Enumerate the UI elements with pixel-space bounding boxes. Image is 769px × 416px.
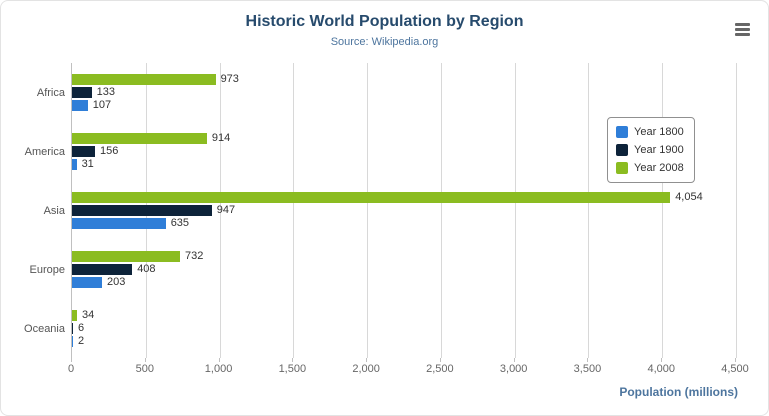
- gridline: [588, 63, 590, 358]
- bar-oceania-year-1800[interactable]: [72, 336, 73, 347]
- x-tick-mark: [587, 358, 589, 362]
- x-tick-label: 500: [135, 363, 154, 375]
- x-tick-label: 1,000: [204, 363, 233, 375]
- x-tick-label: 3,000: [499, 363, 528, 375]
- bar-america-year-1900[interactable]: [72, 146, 96, 157]
- plot-area: 973 133 107 914 156 31 4,054 947 635 732 408 203 34 6…: [71, 63, 737, 358]
- y-category-label: Oceania: [24, 322, 65, 335]
- y-axis-category-labels: Africa America Asia Europe Oceania: [1, 63, 65, 358]
- bar-africa-year-2008[interactable]: [72, 74, 216, 85]
- x-tick-label: 2,000: [352, 363, 380, 375]
- gridline: [440, 63, 442, 358]
- bar-africa-year-1900[interactable]: [72, 87, 92, 98]
- bar-value-label: 973: [220, 73, 239, 85]
- x-tick-mark: [513, 358, 515, 362]
- legend-label: Year 2008: [634, 162, 684, 174]
- bar-value-label: 635: [170, 217, 190, 229]
- bar-asia-year-1900[interactable]: [72, 205, 212, 216]
- bar-value-label: 947: [216, 204, 236, 216]
- hamburger-bar: [735, 23, 750, 26]
- x-axis-title: Population (millions): [619, 385, 738, 399]
- hamburger-bar: [735, 28, 750, 31]
- gridline: [293, 63, 295, 358]
- legend-label: Year 1900: [634, 144, 684, 156]
- gridline: [219, 63, 221, 358]
- x-tick-mark: [218, 358, 220, 362]
- x-axis: 0 500 1,000 1,500 2,000 2,500 3,000 3,500 4,000 4…: [67, 358, 751, 378]
- legend: Year 1800 Year 1900 Year 2008: [607, 117, 695, 183]
- bar-value-label: 2: [78, 335, 85, 347]
- x-tick-mark: [71, 358, 72, 362]
- bar-africa-year-1800[interactable]: [72, 100, 88, 111]
- bar-america-year-2008[interactable]: [72, 133, 207, 144]
- bar-value-label: 31: [81, 158, 94, 170]
- x-tick-mark: [144, 358, 146, 362]
- bar-value-label: 408: [137, 263, 156, 275]
- bar-value-label: 4,054: [675, 191, 703, 203]
- bar-europe-year-1900[interactable]: [72, 264, 133, 275]
- gridline: [367, 63, 369, 358]
- legend-item-year-2008[interactable]: Year 2008: [616, 159, 684, 177]
- bar-oceania-year-1900[interactable]: [72, 323, 73, 334]
- hamburger-menu-icon[interactable]: [735, 23, 750, 38]
- bar-asia-year-1800[interactable]: [72, 218, 166, 229]
- bar-value-label: 133: [96, 86, 115, 98]
- bar-value-label: 6: [78, 322, 85, 334]
- x-tick-mark: [735, 358, 736, 362]
- x-tick-label: 1,500: [278, 363, 307, 375]
- bar-value-label: 107: [92, 99, 112, 111]
- chart-subtitle: Source: Wikipedia.org: [330, 36, 439, 48]
- gridline: [736, 63, 737, 358]
- legend-swatch: [616, 144, 628, 156]
- bar-europe-year-1800[interactable]: [72, 277, 102, 288]
- legend-label: Year 1800: [634, 126, 684, 138]
- bar-asia-year-2008[interactable]: [72, 192, 671, 203]
- bar-oceania-year-2008[interactable]: [72, 310, 78, 321]
- x-tick-mark: [366, 358, 368, 362]
- y-category-label: Asia: [43, 204, 65, 217]
- legend-swatch: [616, 162, 628, 174]
- gridline: [662, 63, 664, 358]
- bar-europe-year-2008[interactable]: [72, 251, 180, 262]
- x-tick-label: 0: [67, 363, 75, 375]
- gridline: [514, 63, 516, 358]
- x-tick-label: 2,500: [426, 363, 454, 375]
- x-tick-mark: [292, 358, 294, 362]
- bar-value-label: 156: [100, 145, 119, 157]
- bar-value-label: 914: [211, 132, 231, 144]
- bar-value-label: 34: [82, 309, 95, 321]
- x-tick-mark: [439, 358, 441, 362]
- x-tick-label: 3,500: [573, 363, 602, 375]
- hamburger-bar: [735, 33, 750, 36]
- legend-item-year-1900[interactable]: Year 1900: [616, 141, 684, 159]
- x-tick-label: 4,000: [647, 363, 675, 375]
- bar-value-label: 203: [106, 276, 126, 288]
- bar-america-year-1800[interactable]: [72, 159, 77, 170]
- y-category-label: Africa: [36, 86, 65, 99]
- y-category-label: America: [24, 145, 65, 158]
- bar-value-label: 732: [185, 250, 204, 262]
- legend-item-year-1800[interactable]: Year 1800: [616, 123, 684, 141]
- y-category-label: Europe: [29, 263, 65, 276]
- x-tick-label: 4,500: [721, 363, 749, 375]
- x-tick-mark: [661, 358, 663, 362]
- chart-title: Historic World Population by Region: [245, 13, 524, 30]
- legend-swatch: [616, 126, 628, 138]
